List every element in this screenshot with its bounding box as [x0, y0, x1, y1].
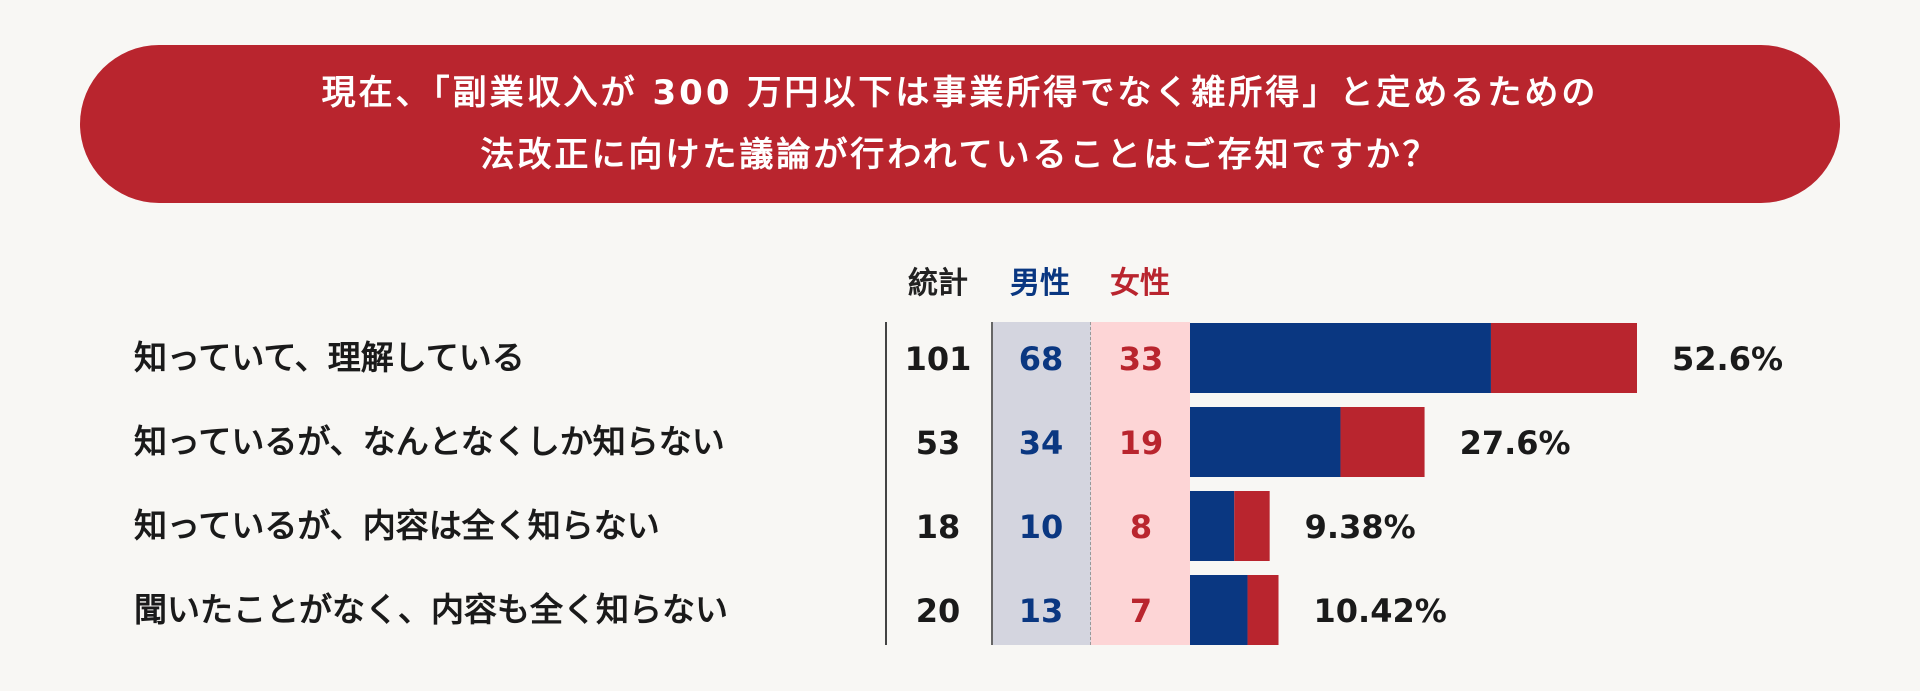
bar-segment-female [1247, 575, 1279, 645]
question-title-line-1: 現在、「副業収入が 300 万円以下は事業所得でなく雑所得」と定めるための [321, 73, 1599, 113]
total-count: 18 [915, 508, 961, 546]
percent-label: 10.42% [1314, 592, 1447, 630]
column-header-male: 男性 [1010, 266, 1070, 301]
bar-segment-male [1190, 491, 1235, 561]
bar-segment-male [1190, 323, 1491, 393]
category-label: 知っているが、なんとなくしか知らない [134, 422, 725, 461]
female-count: 33 [1118, 340, 1164, 378]
bar-segment-male [1190, 575, 1248, 645]
question-title-line-2: 法改正に向けた議論が行われていることはご存知ですか？ [480, 135, 1440, 175]
percent-label: 9.38% [1305, 508, 1416, 546]
male-count: 13 [1018, 592, 1064, 630]
category-label: 知っていて、理解している [134, 338, 525, 377]
male-column-background [991, 322, 1091, 645]
question-banner: 現在、「副業収入が 300 万円以下は事業所得でなく雑所得」と定めるための 法改… [80, 45, 1840, 203]
female-count: 19 [1118, 424, 1164, 462]
female-column-background [1091, 322, 1190, 645]
percent-label: 52.6% [1672, 340, 1783, 378]
category-label: 知っているが、内容は全く知らない [134, 506, 660, 545]
bar-segment-female [1340, 407, 1425, 477]
bar-segment-male [1190, 407, 1341, 477]
category-label: 聞いたことがなく、内容も全く知らない [134, 590, 728, 629]
female-count: 8 [1129, 508, 1153, 546]
bar-segment-female [1234, 491, 1270, 561]
bar-segment-female [1490, 323, 1637, 393]
column-divider [991, 322, 993, 645]
male-count: 10 [1018, 508, 1064, 546]
total-count: 101 [904, 340, 972, 378]
column-header-total: 統計 [908, 266, 968, 301]
male-count: 34 [1018, 424, 1064, 462]
percent-label: 27.6% [1460, 424, 1571, 462]
female-count: 7 [1129, 592, 1153, 630]
column-divider-dashed [1090, 322, 1091, 645]
total-count: 20 [915, 592, 961, 630]
axis-line [885, 322, 887, 645]
male-count: 68 [1018, 340, 1064, 378]
total-count: 53 [915, 424, 961, 462]
column-header-female: 女性 [1110, 266, 1170, 301]
